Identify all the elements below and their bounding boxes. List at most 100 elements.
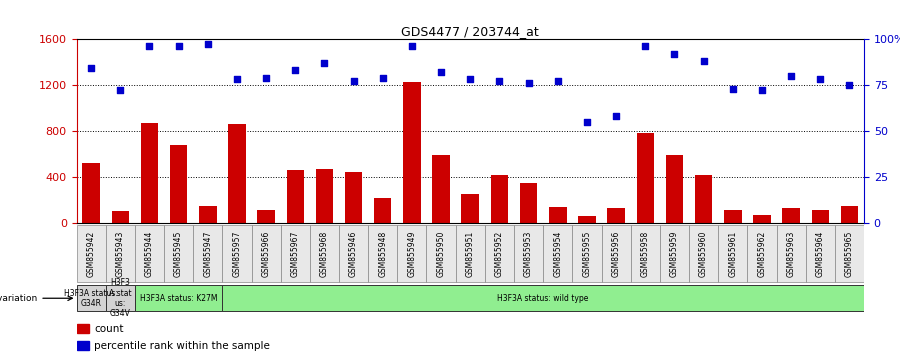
- Bar: [812, 210, 829, 223]
- Text: GSM855961: GSM855961: [728, 231, 737, 277]
- FancyBboxPatch shape: [718, 225, 747, 282]
- Point: [725, 86, 740, 91]
- Bar: [199, 206, 217, 223]
- FancyBboxPatch shape: [777, 225, 806, 282]
- Bar: [724, 210, 742, 223]
- FancyBboxPatch shape: [76, 225, 105, 282]
- FancyBboxPatch shape: [397, 225, 427, 282]
- FancyBboxPatch shape: [135, 225, 164, 282]
- Text: GSM855949: GSM855949: [408, 231, 417, 277]
- Bar: [753, 215, 770, 223]
- FancyBboxPatch shape: [222, 285, 864, 312]
- Text: GSM855951: GSM855951: [466, 231, 475, 277]
- Bar: [578, 216, 596, 223]
- Point: [521, 80, 535, 86]
- Text: H3F3
A stat
us:
G34V: H3F3 A stat us: G34V: [109, 278, 131, 318]
- Text: GSM855947: GSM855947: [203, 231, 212, 277]
- Text: GSM855948: GSM855948: [378, 231, 387, 277]
- Text: GSM855950: GSM855950: [436, 231, 446, 277]
- Text: GSM855945: GSM855945: [174, 231, 183, 277]
- Text: GSM855942: GSM855942: [86, 231, 95, 277]
- Text: GSM855943: GSM855943: [116, 231, 125, 277]
- FancyBboxPatch shape: [368, 225, 397, 282]
- Point: [375, 75, 390, 80]
- Point: [201, 42, 215, 47]
- Point: [551, 79, 565, 84]
- Text: GSM855956: GSM855956: [612, 231, 621, 277]
- Text: genotype/variation: genotype/variation: [0, 294, 72, 303]
- Text: GSM855958: GSM855958: [641, 231, 650, 277]
- Bar: [229, 124, 246, 223]
- Text: GSM855946: GSM855946: [349, 231, 358, 277]
- Bar: [76, 324, 89, 333]
- FancyBboxPatch shape: [251, 225, 281, 282]
- Point: [113, 88, 128, 93]
- FancyBboxPatch shape: [339, 225, 368, 282]
- Point: [638, 44, 652, 49]
- Text: GSM855955: GSM855955: [582, 231, 591, 277]
- Text: GSM855964: GSM855964: [815, 231, 824, 277]
- Bar: [549, 207, 566, 223]
- Bar: [170, 145, 187, 223]
- FancyBboxPatch shape: [455, 225, 485, 282]
- Bar: [112, 211, 129, 223]
- Bar: [345, 172, 363, 223]
- Point: [492, 79, 507, 84]
- Text: percentile rank within the sample: percentile rank within the sample: [94, 341, 270, 350]
- Bar: [403, 81, 420, 223]
- Point: [317, 60, 331, 66]
- Bar: [76, 341, 89, 350]
- Bar: [841, 206, 859, 223]
- Bar: [374, 198, 392, 223]
- Text: GSM855959: GSM855959: [670, 231, 679, 277]
- Bar: [82, 163, 100, 223]
- Text: count: count: [94, 324, 124, 333]
- Point: [142, 44, 157, 49]
- FancyBboxPatch shape: [660, 225, 689, 282]
- Text: GSM855944: GSM855944: [145, 231, 154, 277]
- FancyBboxPatch shape: [281, 225, 310, 282]
- Bar: [782, 208, 800, 223]
- Bar: [432, 155, 450, 223]
- Point: [580, 119, 594, 125]
- Text: GSM855957: GSM855957: [232, 231, 241, 277]
- Point: [813, 76, 827, 82]
- Text: GSM855962: GSM855962: [758, 231, 767, 277]
- Text: GSM855967: GSM855967: [291, 231, 300, 277]
- Bar: [286, 170, 304, 223]
- Text: GSM855963: GSM855963: [787, 231, 796, 277]
- FancyBboxPatch shape: [310, 225, 339, 282]
- Point: [434, 69, 448, 75]
- Text: GSM855965: GSM855965: [845, 231, 854, 277]
- Text: GSM855966: GSM855966: [262, 231, 271, 277]
- Bar: [520, 183, 537, 223]
- Bar: [140, 123, 158, 223]
- Point: [259, 75, 274, 80]
- Point: [842, 82, 857, 88]
- Bar: [316, 169, 333, 223]
- Point: [784, 73, 798, 79]
- FancyBboxPatch shape: [105, 225, 135, 282]
- Bar: [695, 175, 712, 223]
- FancyBboxPatch shape: [835, 225, 864, 282]
- FancyBboxPatch shape: [105, 285, 135, 312]
- FancyBboxPatch shape: [427, 225, 455, 282]
- Text: GSM855953: GSM855953: [524, 231, 533, 277]
- Text: GSM855960: GSM855960: [699, 231, 708, 277]
- FancyBboxPatch shape: [572, 225, 601, 282]
- Bar: [608, 208, 625, 223]
- FancyBboxPatch shape: [76, 285, 105, 312]
- FancyBboxPatch shape: [135, 285, 222, 312]
- Point: [230, 76, 244, 82]
- FancyBboxPatch shape: [601, 225, 631, 282]
- Text: GSM855952: GSM855952: [495, 231, 504, 277]
- FancyBboxPatch shape: [164, 225, 194, 282]
- FancyBboxPatch shape: [631, 225, 660, 282]
- Bar: [462, 194, 479, 223]
- Bar: [666, 155, 683, 223]
- Point: [84, 65, 98, 71]
- Point: [697, 58, 711, 64]
- Point: [667, 51, 681, 57]
- FancyBboxPatch shape: [544, 225, 572, 282]
- Point: [288, 67, 302, 73]
